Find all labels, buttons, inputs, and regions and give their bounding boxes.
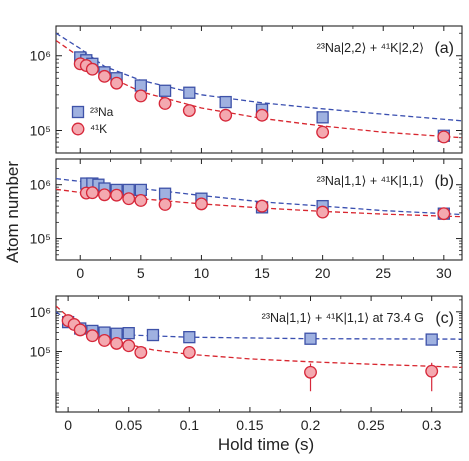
- na-data-point: [158, 187, 172, 200]
- k-data-point: [85, 186, 99, 200]
- x-axis-label: Hold time (s): [218, 435, 314, 454]
- panel-b: 0 5 10 15 20 25 30 10⁵ 10⁶ ²³Na|1,1⟩ + ⁴¹K|1,1⟩ (b…: [30, 158, 463, 281]
- k-data-point: [316, 205, 330, 219]
- na-data-point: [219, 95, 232, 109]
- na-data-point: [134, 79, 147, 92]
- na-data-point: [134, 183, 147, 197]
- legend-k-marker: [71, 122, 85, 136]
- legend-na-marker: [71, 105, 85, 119]
- k-series: [61, 314, 439, 392]
- k-data-point: [85, 329, 99, 343]
- y-tick-label: 10⁶: [30, 48, 51, 64]
- k-data-point: [134, 89, 148, 103]
- x-tick-label: 0: [64, 417, 72, 433]
- na-data-point: [316, 111, 329, 124]
- x-tick-label: 0: [76, 265, 84, 281]
- na-data-point: [183, 86, 196, 99]
- legend-na-label: ²³Na: [90, 105, 114, 119]
- na-data-point: [146, 328, 160, 342]
- panel-tag: (b): [434, 173, 454, 190]
- k-data-point: [73, 323, 87, 337]
- y-tick-label: 10⁵: [30, 231, 51, 247]
- y-axis-label: Atom number: [3, 161, 22, 263]
- k-data-point: [255, 108, 269, 122]
- x-tick-label: 0.25: [357, 417, 384, 433]
- k-data-point: [85, 62, 99, 76]
- k-data-point: [110, 336, 124, 350]
- k-data-point: [437, 207, 451, 221]
- x-tick-label: 0.3: [422, 417, 442, 433]
- na-data-point: [304, 332, 317, 345]
- legend-k-label: ⁴¹K: [90, 122, 107, 136]
- k-data-point: [158, 97, 172, 110]
- panel-tag: (a): [434, 40, 454, 57]
- panel-a: 10⁵ 10⁶ ²³Na|2,2⟩ + ⁴¹K|2,2⟩ (a) ²³Na ⁴¹K: [30, 25, 463, 154]
- k-data-point: [182, 104, 196, 117]
- y-tick-label: 10⁵: [30, 122, 51, 138]
- x-tick-label: 0.15: [236, 417, 263, 433]
- k-data-point: [194, 197, 208, 211]
- k-data-point: [425, 364, 439, 378]
- k-data-point: [158, 197, 172, 211]
- na-data-point: [425, 333, 438, 346]
- k-series: [79, 186, 451, 221]
- k-data-point: [122, 192, 136, 206]
- x-tick-label: 0.1: [180, 417, 200, 433]
- x-tick-label: 0.05: [115, 417, 142, 433]
- y-tick-label: 10⁶: [30, 304, 51, 320]
- x-tick-label: 25: [375, 265, 391, 281]
- panel-tag: (c): [435, 310, 454, 327]
- k-data-point: [316, 125, 330, 139]
- x-tick-label: 20: [315, 265, 331, 281]
- x-tick-label: 0.2: [301, 417, 321, 433]
- k-data-point: [98, 333, 111, 347]
- k-data-point: [219, 108, 233, 122]
- k-data-point: [122, 339, 136, 353]
- na-data-point: [122, 327, 135, 340]
- x-tick-label: 5: [137, 265, 145, 281]
- panel-annotation: ²³Na|1,1⟩ + ⁴¹K|1,1⟩ at 73.4 G: [262, 311, 424, 325]
- y-tick-label: 10⁶: [30, 177, 51, 193]
- axes-frame: [55, 158, 463, 261]
- k-fit-curve: [56, 39, 462, 139]
- k-data-point: [255, 199, 269, 213]
- k-data-point: [110, 188, 124, 202]
- panel-annotation: ²³Na|2,2⟩ + ⁴¹K|2,2⟩: [317, 41, 424, 55]
- x-tick-label: 15: [254, 265, 270, 281]
- k-data-point: [134, 345, 148, 359]
- na-data-point: [183, 331, 196, 344]
- k-series: [73, 57, 451, 144]
- panel-annotation: ²³Na|1,1⟩ + ⁴¹K|1,1⟩: [317, 174, 424, 188]
- k-data-point: [304, 365, 317, 379]
- na-fit-curve: [56, 32, 462, 122]
- x-tick-label: 10: [194, 265, 210, 281]
- k-data-point: [98, 69, 111, 83]
- k-data-point: [182, 345, 196, 359]
- x-tick-label: 30: [436, 265, 452, 281]
- panel-c: 0 0.05 0.1 0.15 0.2 0.25 0.3 10⁵ 10⁶ ²³Na|1,1⟩ + …: [30, 295, 463, 433]
- k-data-point: [134, 194, 148, 207]
- k-data-point: [98, 188, 111, 202]
- na-series: [74, 51, 450, 142]
- k-data-point: [437, 130, 451, 144]
- axes-frame: [55, 25, 463, 154]
- k-data-point: [110, 76, 124, 90]
- axes-frame: [55, 295, 463, 413]
- fit-curves: [56, 32, 462, 139]
- na-data-point: [158, 84, 172, 97]
- y-tick-label: 10⁵: [30, 344, 51, 360]
